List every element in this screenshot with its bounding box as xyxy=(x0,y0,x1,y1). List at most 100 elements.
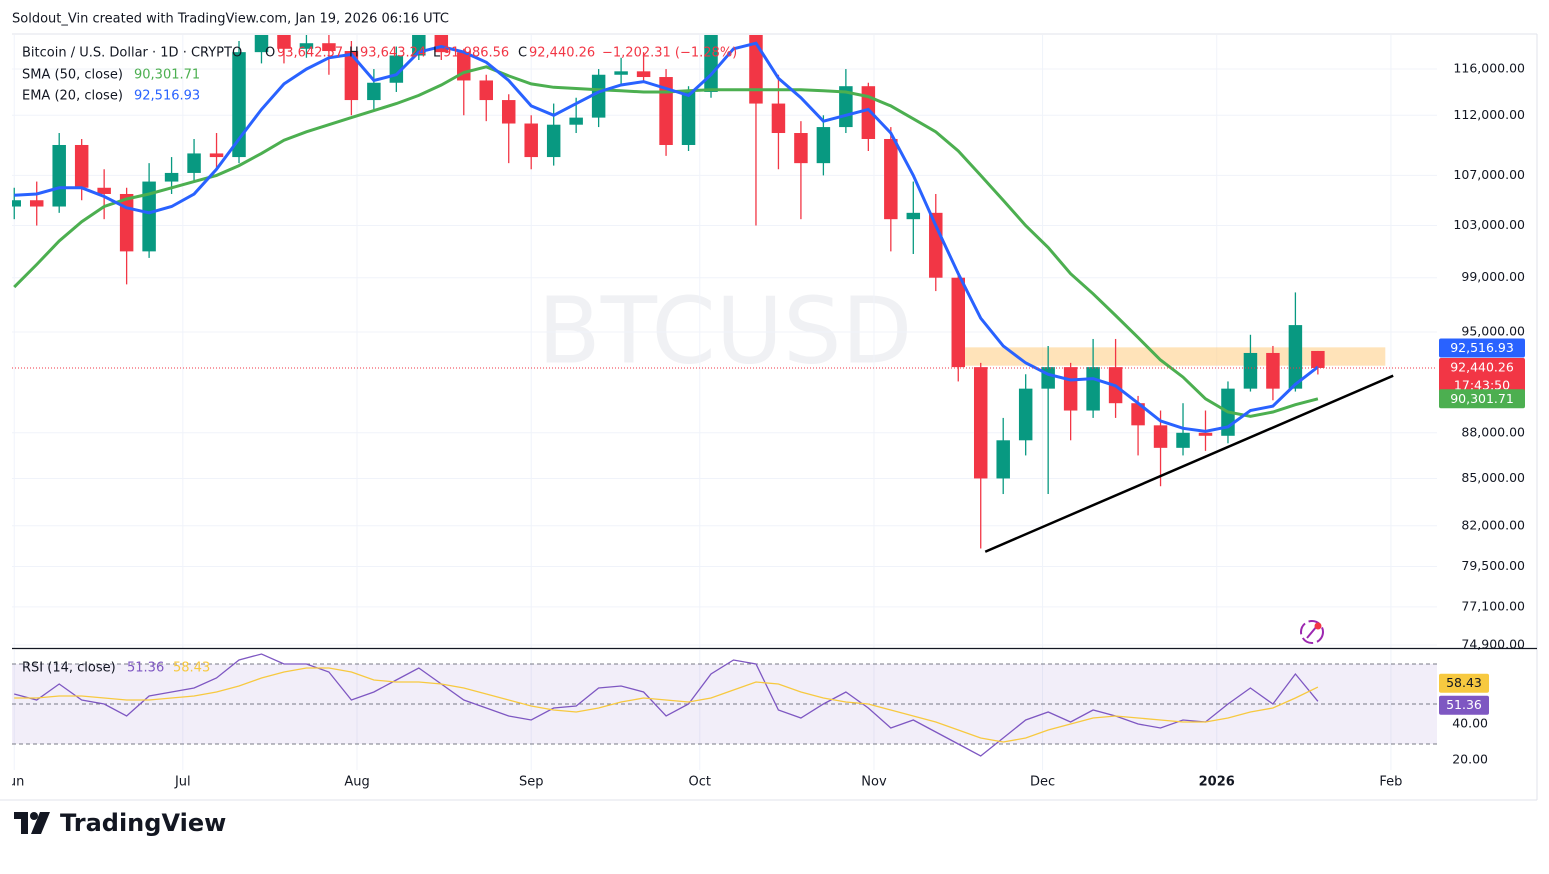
y-tick-label: 116,000.00 xyxy=(1453,61,1525,76)
candle-body xyxy=(636,71,651,78)
candle-body xyxy=(501,100,516,124)
rsi-line xyxy=(14,667,1319,743)
candle-body xyxy=(1243,352,1258,389)
candle-body xyxy=(1266,352,1280,389)
candle-body xyxy=(951,277,965,368)
ohlc-value: 92,440.26 xyxy=(529,46,595,61)
zone xyxy=(963,347,1386,366)
candle-body xyxy=(546,124,561,158)
candle-body xyxy=(1153,425,1168,448)
candle-body xyxy=(1063,367,1078,411)
ohlc-key: C xyxy=(518,46,527,61)
ohlc-key: O xyxy=(265,46,275,61)
candle-body xyxy=(614,71,628,75)
y-tick-label: 99,000.00 xyxy=(1461,269,1525,284)
watermark: BTCUSD xyxy=(538,277,913,384)
time-axis: Jun Jul Aug Sep Oct Nov Dec 2026 Feb xyxy=(3,775,1402,790)
candle-body xyxy=(1086,367,1100,411)
ohlc-value: 93,642.57 xyxy=(277,46,343,61)
candle-body xyxy=(187,153,201,173)
logo-mark xyxy=(31,812,50,834)
x-tick-label: 2026 xyxy=(1199,775,1235,790)
ohlc-value: 91,986.56 xyxy=(443,46,509,61)
ohlc-key: L xyxy=(433,46,441,61)
candle-body xyxy=(479,80,493,101)
series-badge xyxy=(1439,338,1525,358)
series-badge-label: 92,516.93 xyxy=(1450,340,1514,355)
candle-body xyxy=(1288,325,1303,389)
y-tick-label: 112,000.00 xyxy=(1453,107,1525,122)
legend-value: 92,516.93 xyxy=(134,89,200,104)
candle-body xyxy=(299,43,314,49)
candle-body xyxy=(659,77,673,145)
series-badge-label: 90,301.71 xyxy=(1450,391,1514,406)
close-badge xyxy=(1439,357,1525,396)
candle-body xyxy=(906,212,921,220)
y-tick-label: 107,000.00 xyxy=(1453,167,1525,182)
y-tick-label: 85,000.00 xyxy=(1461,470,1525,485)
ohlc-key: H xyxy=(349,46,359,61)
y-tick-label: 20.00 xyxy=(1452,752,1488,767)
y-tick-label: 82,000.00 xyxy=(1461,517,1525,532)
x-tick-label: Oct xyxy=(689,775,711,790)
candle-body xyxy=(254,35,269,53)
candle-body xyxy=(1131,403,1145,426)
candle-body xyxy=(1311,350,1325,368)
price-pane: BTCUSD xyxy=(12,35,1437,648)
x-tick-label: Jul xyxy=(174,775,191,790)
candle-body xyxy=(929,212,943,278)
candle-body xyxy=(749,35,763,104)
candle-body xyxy=(232,52,246,158)
candle-body xyxy=(322,43,336,52)
candle-body xyxy=(164,172,179,182)
symbol-title: Bitcoin / U.S. Dollar · 1D · CRYPTO xyxy=(22,46,242,61)
ohlc-value: 93,643.24 xyxy=(360,46,426,61)
legend-name: EMA (20, close) xyxy=(22,89,123,104)
credit: Soldout_Vin created with TradingView.com… xyxy=(12,12,449,27)
candle-body xyxy=(97,187,111,194)
brand-logo: TradingView xyxy=(14,809,226,837)
rsi-band xyxy=(12,664,1437,744)
logo-mark xyxy=(14,812,28,834)
series-badge xyxy=(1439,389,1525,409)
ma-line xyxy=(13,65,1319,418)
candle-body xyxy=(794,133,808,164)
candle-body xyxy=(1176,432,1190,448)
legend-value: 58.43 xyxy=(173,661,210,676)
y-tick-label: 79,500.00 xyxy=(1461,558,1525,573)
x-tick-label: Jun xyxy=(3,775,24,790)
icon xyxy=(1314,622,1322,630)
candle-body xyxy=(277,35,291,49)
x-tick-label: Aug xyxy=(344,775,369,790)
ma-line xyxy=(14,41,1319,433)
candle-body xyxy=(524,123,538,158)
y-tick-label: 88,000.00 xyxy=(1461,424,1525,439)
candle-body xyxy=(884,138,898,220)
candle-body xyxy=(681,91,696,145)
x-tick-label: Dec xyxy=(1030,775,1055,790)
legend: Bitcoin / U.S. Dollar · 1D · CRYPTO O 93,… xyxy=(22,46,737,676)
legend-value: 51.36 xyxy=(127,661,164,676)
trendline xyxy=(984,374,1394,553)
legend-value: 90,301.71 xyxy=(134,68,200,83)
candle-body xyxy=(569,117,583,125)
y-tick-label: 77,100.00 xyxy=(1461,598,1525,613)
candle-body xyxy=(1018,388,1033,441)
candle-body xyxy=(119,193,134,252)
price-axis: 116,000.00 112,000.00 107,000.00 103,000.00… xyxy=(1439,61,1525,767)
icon xyxy=(1300,620,1324,644)
y-tick-label: 103,000.00 xyxy=(1453,217,1525,232)
candle-body xyxy=(344,51,359,101)
y-tick-label: 95,000.00 xyxy=(1461,324,1525,339)
legend-name: SMA (50, close) xyxy=(22,68,123,83)
x-tick-label: Sep xyxy=(519,775,544,790)
y-tick-label: 74,900.00 xyxy=(1461,637,1525,652)
candle-body xyxy=(74,144,89,188)
series-badge xyxy=(1439,673,1489,693)
candle-body xyxy=(52,144,66,207)
candle-body xyxy=(12,200,21,207)
rsi-line xyxy=(14,653,1319,757)
candle-body xyxy=(771,103,786,134)
